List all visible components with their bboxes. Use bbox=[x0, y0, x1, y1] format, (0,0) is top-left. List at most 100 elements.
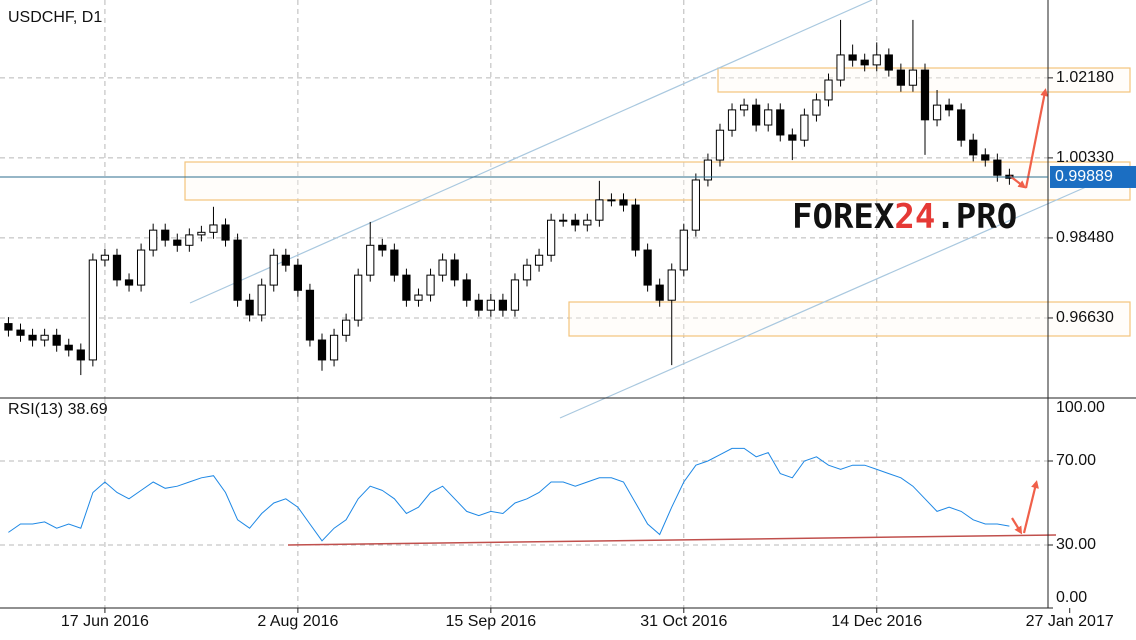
candle-body bbox=[752, 104, 761, 126]
watermark: FOREX24.PRO bbox=[792, 197, 1017, 237]
chart-title: USDCHF, D1 bbox=[8, 9, 102, 26]
candle-body bbox=[522, 264, 532, 281]
candle-body bbox=[643, 249, 652, 286]
watermark-part: .PRO bbox=[935, 197, 1017, 237]
x-tick-label: 2 Aug 2016 bbox=[257, 613, 338, 630]
candle-body bbox=[715, 129, 725, 161]
candle-body bbox=[438, 259, 447, 276]
candle-body bbox=[221, 224, 230, 241]
candle-body bbox=[836, 54, 845, 81]
candle-body bbox=[872, 54, 881, 66]
candle-body bbox=[185, 234, 194, 246]
candle-body bbox=[619, 199, 628, 206]
candle-body bbox=[667, 269, 676, 301]
candle-body bbox=[390, 249, 399, 276]
candle-body bbox=[462, 279, 471, 301]
last-price-label: 0.99889 bbox=[1055, 168, 1113, 185]
candle-body bbox=[88, 259, 97, 361]
candle-body bbox=[595, 199, 604, 221]
arrow bbox=[1022, 480, 1039, 534]
candle-body bbox=[317, 339, 327, 361]
candle-body bbox=[378, 244, 387, 251]
candle-body bbox=[64, 344, 73, 351]
grid-layer bbox=[0, 0, 1048, 608]
candle-body bbox=[800, 114, 809, 141]
candle-body bbox=[173, 239, 182, 246]
candle-body bbox=[691, 179, 700, 231]
candle-body bbox=[764, 109, 773, 126]
candle-body bbox=[679, 229, 688, 271]
candle-body bbox=[52, 334, 61, 346]
candle-body bbox=[908, 69, 918, 86]
candle-body bbox=[498, 299, 508, 311]
candle-body bbox=[269, 254, 278, 286]
candle-body bbox=[631, 204, 640, 251]
candle-body bbox=[100, 254, 110, 261]
candle-body bbox=[305, 289, 315, 341]
x-tick-label: 15 Sep 2016 bbox=[445, 613, 536, 630]
candle-body bbox=[993, 159, 1002, 176]
channel-line bbox=[559, 179, 1103, 419]
candle-body bbox=[896, 69, 905, 86]
candle-body bbox=[607, 199, 616, 202]
candle-body bbox=[209, 224, 218, 233]
candle-body bbox=[197, 231, 206, 236]
candle-body bbox=[136, 249, 146, 286]
candle-body bbox=[16, 329, 25, 336]
y-tick-label: 100.00 bbox=[1056, 399, 1105, 416]
candle-body bbox=[812, 99, 821, 116]
candle-body bbox=[474, 299, 483, 311]
candle-body bbox=[920, 69, 930, 121]
candle-body bbox=[233, 239, 242, 301]
candle-body bbox=[510, 279, 520, 311]
candle-body bbox=[245, 299, 254, 316]
candle-body bbox=[727, 109, 737, 131]
candle-body bbox=[655, 284, 664, 301]
y-tick-label: 0.96630 bbox=[1056, 309, 1114, 326]
candle-body bbox=[547, 219, 556, 256]
y-tick-label: 1.02180 bbox=[1056, 69, 1114, 86]
y-tick-label: 70.00 bbox=[1056, 452, 1096, 469]
candle-body bbox=[703, 159, 713, 181]
candle-body bbox=[969, 139, 978, 156]
candle-body bbox=[486, 299, 495, 311]
candle-body bbox=[884, 54, 893, 71]
candle-body bbox=[257, 284, 266, 316]
arrow bbox=[1011, 517, 1023, 535]
candle-body bbox=[161, 229, 170, 241]
candle-body bbox=[124, 279, 134, 286]
candle-body bbox=[932, 104, 942, 121]
arrow bbox=[1009, 175, 1027, 189]
candle-body bbox=[957, 109, 966, 141]
arrow bbox=[1024, 88, 1049, 189]
candle-body bbox=[571, 219, 580, 226]
x-tick-label: 17 Jun 2016 bbox=[61, 613, 149, 630]
candle-body bbox=[824, 79, 833, 101]
candle-body bbox=[341, 319, 351, 336]
last-price-box bbox=[1050, 165, 1136, 188]
y-tick-label: 0.98480 bbox=[1056, 229, 1114, 246]
candle-body bbox=[559, 219, 568, 222]
candle-body bbox=[450, 259, 459, 281]
candle-body bbox=[40, 334, 49, 341]
candle-body bbox=[944, 104, 954, 111]
candle-body bbox=[414, 294, 423, 301]
watermark-part: FOREX bbox=[792, 197, 895, 237]
candle-body bbox=[281, 254, 290, 266]
support-zone bbox=[184, 161, 1131, 201]
candle-body bbox=[329, 334, 339, 361]
candle-body bbox=[534, 254, 544, 266]
y-tick-label: 1.00330 bbox=[1056, 149, 1114, 166]
candle-body bbox=[293, 264, 302, 291]
candle-body bbox=[788, 134, 797, 141]
x-tick-label: 31 Oct 2016 bbox=[640, 613, 727, 630]
x-tick-label: 14 Dec 2016 bbox=[831, 613, 922, 630]
candle-body bbox=[860, 59, 869, 66]
panel-title: RSI(13) 38.69 bbox=[8, 401, 108, 418]
candle-body bbox=[149, 229, 158, 251]
mark-layer bbox=[4, 19, 1014, 542]
rsi-line bbox=[8, 447, 1010, 542]
candle-body bbox=[583, 219, 592, 226]
y-tick-label: 30.00 bbox=[1056, 536, 1096, 553]
